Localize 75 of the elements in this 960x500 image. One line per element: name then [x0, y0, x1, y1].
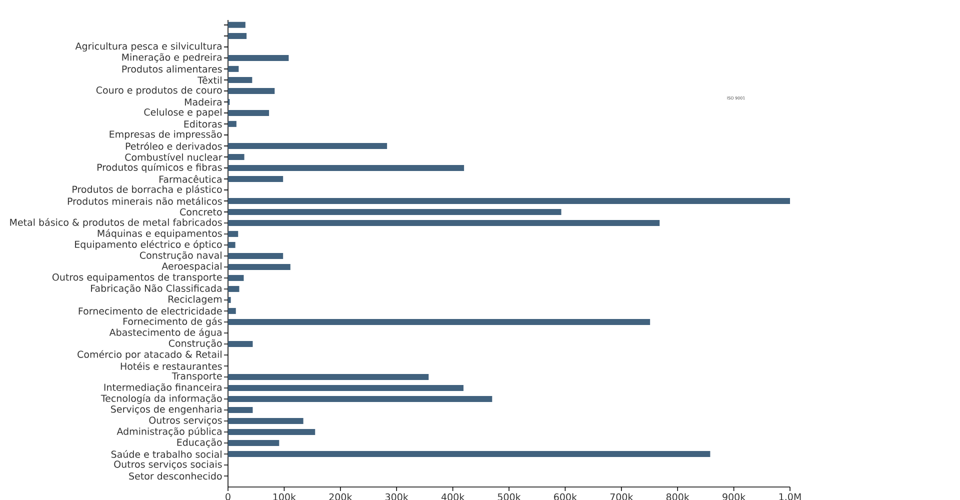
bar — [228, 176, 284, 182]
y-tick-label: Metal básico & produtos de metal fabricados — [10, 218, 222, 228]
bar — [228, 22, 246, 28]
y-tick-label: Editoras — [184, 120, 222, 128]
y-tick-label: Empresas de impressão — [110, 130, 222, 140]
y-tick-label: Concreto — [180, 208, 222, 216]
bar — [228, 406, 253, 413]
y-tick-label: Têxtil — [198, 76, 222, 84]
y-tick-label: Combustível nuclear — [125, 153, 222, 161]
bar — [228, 120, 236, 127]
bar — [228, 154, 244, 160]
bar — [228, 32, 247, 39]
bar — [228, 264, 290, 270]
bar — [228, 440, 280, 446]
bar — [228, 54, 289, 61]
y-tick-label: Madeira — [184, 98, 222, 106]
y-tick-label: Farmacêutica — [160, 175, 222, 183]
bar — [228, 296, 231, 303]
bar — [228, 110, 270, 116]
bar — [228, 308, 236, 314]
y-tick-label: Produtos de borracha e plástico — [72, 185, 222, 195]
y-tick-label: Mineração e pedreira — [122, 53, 222, 63]
y-tick-label: Produtos minerais não metálicos — [68, 197, 222, 205]
y-tick-label: Celulose e papel — [144, 108, 222, 118]
y-tick-label: Educação — [177, 438, 222, 448]
y-tick-label: Tecnología da informação — [100, 394, 222, 404]
y-tick-label: Aeroespacial — [162, 262, 222, 272]
bar — [228, 230, 238, 237]
bar — [228, 428, 316, 435]
bar — [228, 198, 790, 204]
bar — [228, 220, 660, 226]
bar — [228, 450, 710, 457]
x-tick-label: 0 — [226, 493, 230, 500]
y-tick-label: Produtos alimentares — [122, 65, 222, 73]
y-tick-label: Administração pública — [116, 427, 222, 437]
bar — [228, 286, 240, 292]
bar — [228, 340, 253, 347]
bar — [228, 88, 275, 94]
bar — [228, 374, 429, 380]
y-tick-label: Setor desconhecido — [129, 472, 222, 480]
y-tick-label: Outros equipamentos de transporte — [52, 273, 222, 283]
bar — [228, 164, 464, 171]
y-tick-label: Transporte — [172, 372, 222, 382]
bar — [228, 66, 239, 72]
bar — [228, 76, 252, 83]
bar — [228, 142, 388, 149]
bar — [228, 242, 236, 248]
bar — [228, 274, 244, 281]
y-tick-label: Construção naval — [140, 251, 222, 261]
y-tick-label: Equipamento eléctrico e óptico — [75, 240, 222, 250]
y-tick-label: Petróleo e derivados — [126, 142, 222, 150]
y-tick-label: Fornecimento de gás — [123, 317, 222, 327]
y-tick-label: Saúde e trabalho social — [111, 450, 222, 458]
bar — [228, 252, 284, 259]
y-tick-label: Intermediação financeira — [104, 383, 222, 393]
y-tick-label: Outros serviços — [149, 416, 222, 426]
y-tick-label: Fabricação Não Classificada — [91, 284, 222, 294]
y-tick-label: Reciclagem — [168, 295, 222, 305]
bar — [228, 384, 464, 391]
y-tick-label: Máquinas e equipamentos — [98, 229, 222, 239]
bar — [228, 318, 650, 325]
y-tick-label: Outros serviços sociais — [114, 460, 222, 470]
y-tick-label: Produtos químicos e fibras — [97, 163, 222, 173]
y-tick-label: Comércio por atacado & Retail — [78, 350, 222, 360]
y-tick-label: Serviços de engenharia — [111, 405, 222, 415]
bar — [228, 208, 562, 215]
y-tick-label: Fornecimento de electricidade — [78, 307, 222, 315]
x-tick-label: 1.0M — [779, 493, 801, 500]
y-tick-label: Abastecimento de água — [109, 328, 222, 338]
bar — [228, 396, 492, 402]
y-tick-label: Hotéis e restaurantes — [120, 362, 222, 370]
bar — [228, 418, 304, 424]
y-tick-label: Couro e produtos de couro — [96, 86, 222, 96]
y-tick-label: Agricultura pesca e silvicultura — [75, 42, 222, 52]
y-tick-label: Construção — [168, 339, 222, 349]
